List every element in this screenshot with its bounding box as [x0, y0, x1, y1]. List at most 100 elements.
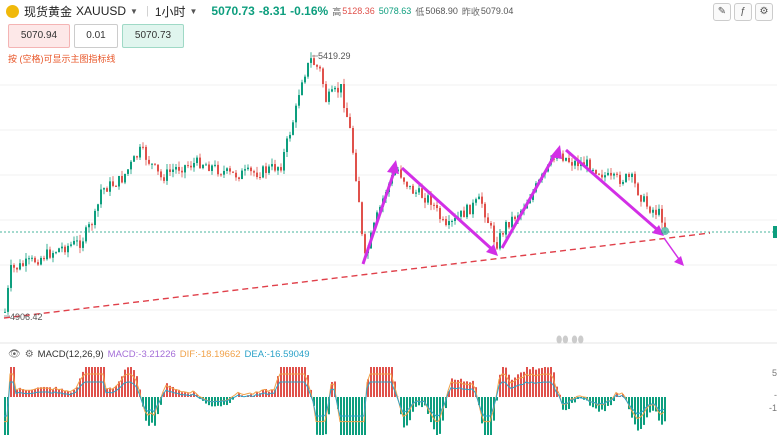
candle	[52, 252, 54, 258]
timeframe-caret-icon[interactable]: ▼	[189, 6, 198, 16]
candle	[409, 185, 411, 187]
candle	[331, 89, 333, 92]
candle	[514, 216, 516, 220]
candle	[130, 161, 132, 170]
eye-icon[interactable]: 👁	[8, 349, 21, 360]
macd-bar	[160, 397, 162, 405]
candle	[178, 166, 180, 171]
macd-bar	[253, 395, 255, 397]
candle	[364, 234, 366, 254]
candle	[448, 221, 450, 226]
low-label: 低	[415, 6, 425, 17]
macd-legend: 👁 ⚙ MACD(12,26,9) MACD:-3.21226 DIF:-18.…	[8, 349, 310, 360]
candle	[151, 163, 153, 165]
arrowhead-5	[674, 256, 684, 266]
buy-button[interactable]: 5070.73	[122, 24, 184, 48]
settings-icon[interactable]: ⚙	[755, 3, 773, 21]
candle	[586, 159, 588, 167]
candle	[355, 152, 357, 182]
arrow-down-1	[400, 166, 497, 254]
candle	[190, 165, 192, 168]
settings-icon[interactable]: ⚙	[24, 349, 34, 360]
candle	[322, 68, 324, 85]
candle	[430, 195, 432, 205]
macd-bar	[472, 380, 474, 397]
candle	[475, 199, 477, 203]
symbol-code[interactable]: XAUUSD	[76, 4, 127, 18]
grid-lines	[0, 84, 777, 311]
candle	[631, 173, 633, 177]
macd-bar	[196, 394, 198, 397]
candle	[427, 195, 429, 203]
macd-bar	[328, 397, 330, 415]
candle	[106, 188, 108, 192]
symbol-name[interactable]: 现货黄金	[24, 4, 73, 19]
candle	[175, 166, 177, 170]
timeframe-selector[interactable]: 1小时	[154, 4, 186, 19]
prev-close-value: 5079.04	[480, 6, 514, 16]
candle	[469, 204, 471, 215]
indicator-icon[interactable]: ƒ	[734, 3, 752, 21]
candle	[451, 220, 453, 222]
candle	[433, 204, 435, 206]
sell-button[interactable]: 5070.94	[8, 24, 70, 48]
macd-bar	[121, 376, 123, 397]
candle	[505, 221, 507, 235]
candle	[91, 224, 93, 226]
macd-bar	[628, 397, 630, 410]
candle	[625, 173, 627, 182]
candle	[139, 146, 141, 158]
candle	[160, 171, 162, 178]
candle	[664, 222, 666, 228]
candle	[412, 185, 414, 194]
candle	[439, 208, 441, 220]
macd-bar	[634, 397, 636, 425]
candle	[163, 177, 165, 181]
candle	[271, 164, 273, 167]
quantity-input[interactable]: 0.01	[74, 24, 118, 48]
candle	[247, 167, 249, 170]
candle	[424, 197, 426, 203]
macd-bar	[145, 397, 147, 421]
candle	[70, 244, 72, 246]
candle	[487, 217, 489, 223]
candle	[148, 159, 150, 164]
candle	[325, 84, 327, 102]
dea-value: DEA:-16.59049	[244, 349, 310, 360]
candle	[361, 202, 363, 235]
candle	[97, 204, 99, 211]
high-value: 5128.36	[342, 6, 375, 16]
candle	[133, 156, 135, 162]
macd-bar	[163, 392, 165, 397]
last-price: 5070.73	[211, 4, 255, 18]
indicator-hint: 按 (空格)可显示主图指标线	[8, 54, 116, 64]
candle	[79, 240, 81, 248]
macd-bar	[307, 375, 309, 397]
candle	[157, 164, 159, 172]
candle	[595, 169, 597, 174]
draw-tool-icon[interactable]: ✎	[713, 3, 731, 21]
macd-axis-bottom: -1	[768, 403, 777, 413]
support-trendline	[3, 232, 711, 319]
candle	[229, 168, 231, 172]
macd-bar	[553, 372, 555, 397]
caret-down-icon[interactable]: ▼	[130, 6, 138, 16]
candle	[169, 169, 171, 172]
candle	[232, 171, 234, 173]
macd-bar	[337, 397, 339, 410]
candle	[418, 188, 420, 193]
macd-bar	[142, 397, 144, 407]
trough-label: 4906.42	[10, 312, 43, 322]
candle	[154, 163, 156, 165]
macd-bar	[304, 367, 306, 397]
candle	[61, 246, 63, 249]
candle	[241, 170, 243, 180]
candle	[568, 157, 570, 163]
candle	[280, 167, 282, 171]
candle	[334, 87, 336, 90]
candle	[454, 217, 456, 221]
candle	[19, 263, 21, 270]
pattern-arrows	[361, 148, 661, 265]
candle	[307, 62, 309, 77]
